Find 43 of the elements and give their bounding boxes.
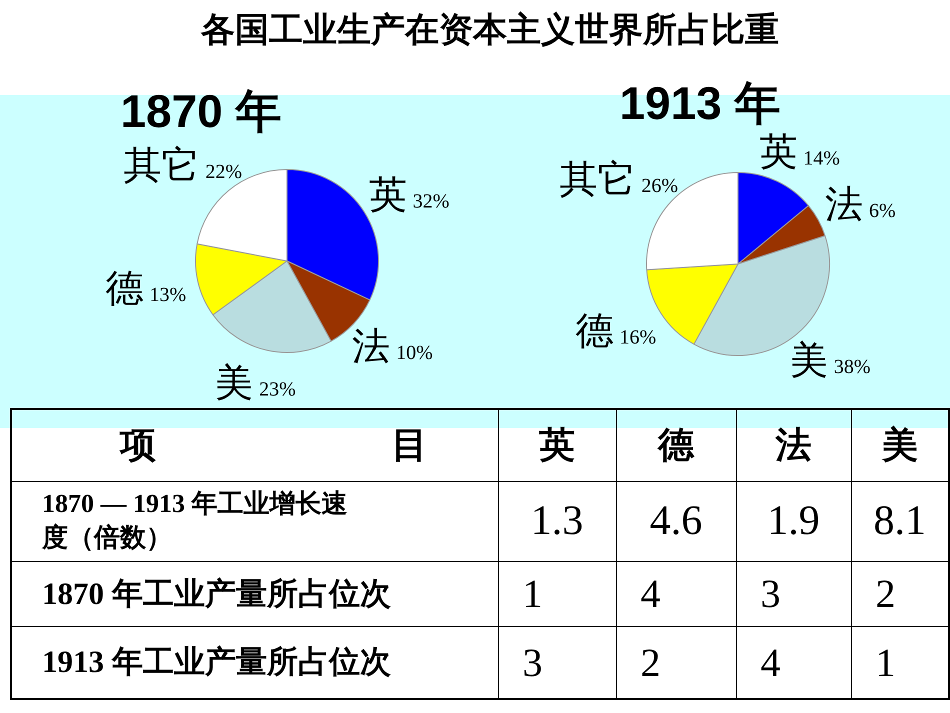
data-label: 22%: [205, 161, 242, 184]
x-tick-label: 德: [616, 409, 736, 481]
data-label: 1: [851, 626, 949, 699]
data-label: 26%: [641, 174, 678, 197]
slice-label: 其它: [559, 158, 636, 201]
x-tick-label: 法: [736, 409, 851, 481]
data-label: 1.9: [736, 481, 851, 561]
y-tick-label: 1870 — 1913 年工业增长速度（倍数）: [11, 481, 498, 561]
chart-subtitle: 1870 年: [120, 85, 282, 137]
data-label: 4.6: [616, 481, 736, 561]
y-axis-title: 项目: [11, 409, 498, 481]
data-label: 23%: [259, 378, 296, 400]
slice-label: 法: [352, 326, 390, 368]
data-label: 14%: [803, 148, 840, 170]
y-tick-label: 1870 年工业产量所占位次: [11, 561, 498, 626]
data-label: 2: [851, 561, 949, 626]
slice-label: 德: [106, 268, 144, 310]
x-tick-label: 美: [851, 409, 949, 481]
x-tick-label: 英: [498, 409, 616, 481]
data-label: 38%: [834, 356, 871, 378]
data-label: 3: [736, 561, 851, 626]
data-label: 10%: [396, 342, 433, 364]
data-label: 16%: [620, 326, 656, 349]
data-label: 13%: [150, 284, 186, 306]
chart-subtitle: 1913 年: [619, 77, 781, 129]
y-tick-label: 1913 年工业产量所占位次: [11, 626, 498, 699]
slice-label: 英: [759, 132, 798, 174]
data-label: 3: [498, 626, 616, 699]
chart-title: 各国工业生产在资本主义世界所占比重: [200, 10, 780, 51]
data-label: 32%: [412, 190, 450, 212]
slice-label: 德: [576, 310, 614, 353]
slice-label: 美: [215, 362, 254, 404]
data-label: 2: [616, 626, 736, 699]
data-label: 1.3: [498, 481, 616, 561]
slice-label: 其它: [123, 145, 200, 188]
data-label: 6%: [869, 200, 896, 222]
data-label: 4: [736, 626, 851, 699]
slice-label: 英: [368, 174, 407, 216]
slice-label: 法: [825, 184, 864, 226]
data-label: 4: [616, 561, 736, 626]
data-label: 8.1: [851, 481, 949, 561]
data-label: 1: [498, 561, 616, 626]
slice-label: 美: [790, 340, 828, 382]
